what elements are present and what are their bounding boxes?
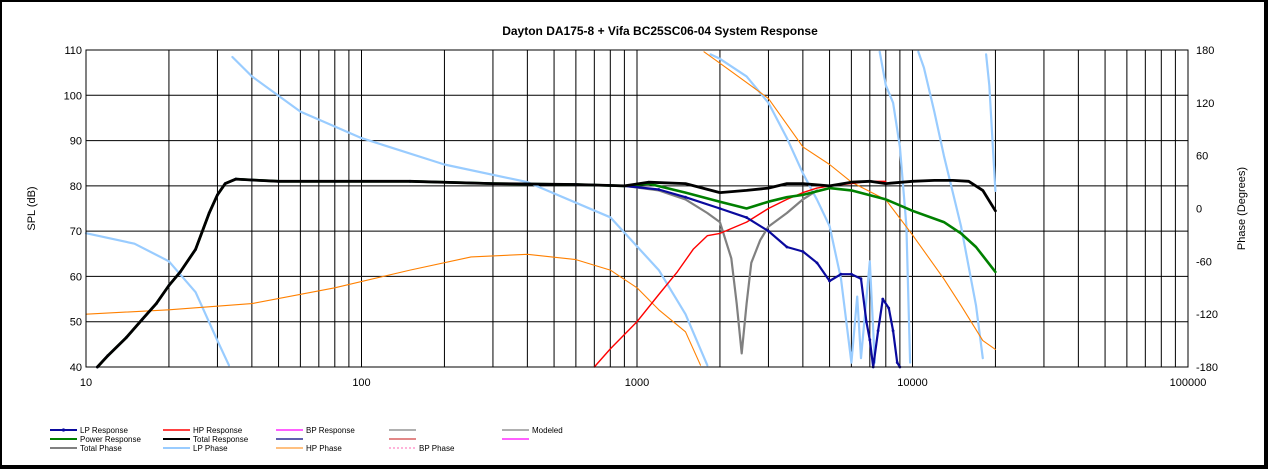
point-lp-response [864, 320, 868, 324]
legend: LP Response HP Response BP Response Modeled… [50, 426, 563, 453]
y-tick-label: 90 [70, 136, 82, 148]
series-total-phase [623, 184, 819, 355]
chart-title: Dayton DA175-8 + Vifa BC25SC06-04 System… [502, 24, 818, 38]
x-tick-label: 1000 [625, 377, 649, 389]
point-lp-response [881, 297, 885, 301]
legend-label: LP Response [80, 426, 128, 435]
y2-ticks: -180 -120 -60 0 60 120 180 [1196, 45, 1218, 374]
y-tick-label: 60 [70, 271, 82, 283]
legend-label: BP Response [306, 426, 355, 435]
y2-tick-label: -180 [1196, 362, 1218, 374]
y-tick-label: 40 [70, 362, 82, 374]
legend-marker [61, 428, 66, 432]
x-tick-label: 10000 [897, 377, 928, 389]
y2-tick-label: 60 [1196, 151, 1208, 163]
y-tick-label: 50 [70, 317, 82, 329]
point-lp-response [745, 216, 749, 219]
point-lp-response [876, 329, 880, 333]
legend-label: LP Phase [193, 444, 228, 453]
legend-label: Total Phase [80, 444, 122, 453]
y-tick-label: 100 [64, 90, 82, 102]
grid [85, 50, 1188, 367]
point-lp-response [718, 207, 722, 210]
series-lines [84, 50, 997, 369]
point-lp-response [801, 250, 805, 253]
legend-label: HP Phase [306, 444, 342, 453]
point-lp-response [895, 361, 899, 364]
y-tick-label: 80 [70, 181, 82, 193]
x-tick-label: 100000 [1170, 377, 1207, 389]
y2-tick-label: -60 [1196, 256, 1212, 268]
point-lp-response [815, 261, 819, 265]
y2-tick-label: 180 [1196, 45, 1214, 57]
point-lp-response [849, 272, 853, 276]
point-lp-response [859, 277, 863, 281]
y-tick-label: 110 [64, 45, 82, 57]
x-tick-label: 100 [352, 377, 370, 389]
point-lp-response [657, 188, 661, 191]
legend-label: Modeled [532, 426, 563, 435]
point-lp-response [828, 279, 831, 283]
point-lp-response [891, 329, 895, 333]
y2-tick-label: 120 [1196, 98, 1214, 110]
point-lp-response [785, 245, 789, 249]
point-lp-response [767, 229, 770, 233]
point-lp-response [868, 338, 872, 342]
x-ticks: 10 100 1000 10000 100000 [80, 377, 1206, 389]
y2-tick-label: 0 [1196, 204, 1202, 216]
y-tick-label: 70 [70, 226, 82, 238]
y2-axis-label: Phase (Degrees) [1236, 167, 1248, 250]
y2-tick-label: -120 [1196, 309, 1218, 321]
series-lp-phase [84, 50, 997, 367]
legend-label: HP Response [193, 426, 243, 435]
legend-label: Total Response [193, 435, 249, 444]
series-total-response [96, 177, 997, 369]
point-lp-response [839, 272, 843, 276]
series-hp-phase [85, 51, 996, 366]
y-ticks: 40 50 60 70 80 90 100 110 [64, 45, 82, 374]
x-tick-label: 10 [80, 377, 92, 389]
legend-label: BP Phase [419, 444, 455, 453]
point-lp-response [684, 195, 687, 199]
plot-border [85, 49, 1189, 368]
y-axis-label: SPL (dB) [26, 186, 38, 230]
legend-label: Power Response [80, 435, 141, 444]
point-lp-response [887, 306, 891, 310]
